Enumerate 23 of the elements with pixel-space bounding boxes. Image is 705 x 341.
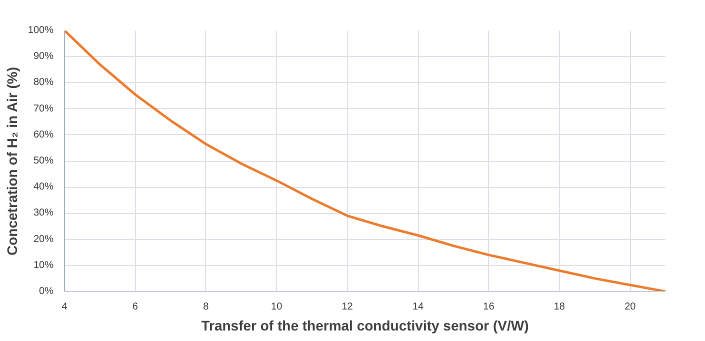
x-tick-label: 6	[132, 302, 138, 312]
x-tick-label: 4	[62, 302, 68, 312]
y-tick-label: 90%	[33, 51, 54, 62]
x-tick-label: 20	[624, 302, 636, 312]
y-tick-label: 40%	[33, 182, 54, 193]
x-tick-label: 18	[554, 302, 566, 312]
y-tick-label: 10%	[33, 260, 54, 271]
y-tick-label: 80%	[33, 77, 54, 88]
x-tick-label: 8	[203, 302, 210, 312]
y-axis-title: Concetration of H₂ in Air (%)	[4, 67, 20, 256]
y-tick-label: 0%	[39, 286, 54, 297]
x-tick-label: 10	[271, 302, 283, 312]
x-tick-label: 12	[342, 302, 354, 312]
y-tick-label: 50%	[33, 156, 54, 166]
y-tick-label: 60%	[33, 129, 54, 140]
y-tick-label: 100%	[28, 25, 54, 36]
y-tick-label: 70%	[33, 103, 54, 114]
y-tick-label: 20%	[33, 234, 54, 245]
x-tick-label: 16	[483, 302, 495, 312]
line-series	[64, 30, 666, 292]
x-tick-label: 14	[412, 302, 424, 312]
y-tick-label: 30%	[33, 208, 54, 219]
x-axis-title: Transfer of the thermal conductivity sensor (V/W)	[201, 318, 529, 334]
